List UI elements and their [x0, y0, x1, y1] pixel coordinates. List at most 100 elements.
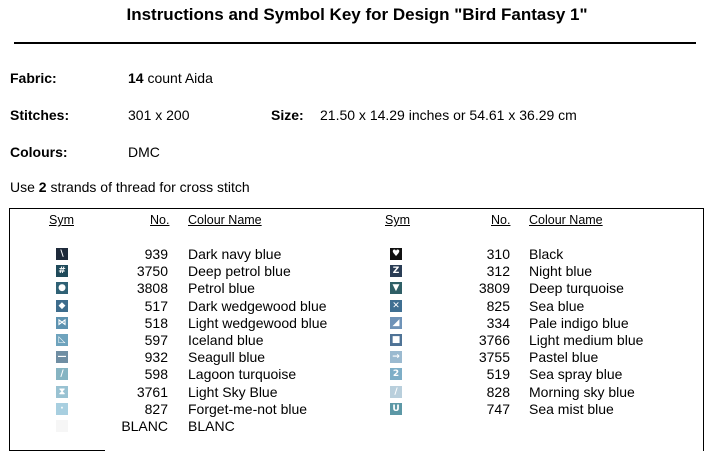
- fabric-type: count Aida: [147, 70, 213, 86]
- colour-number: 517: [144, 297, 168, 314]
- header-colour-name-left: Colour Name: [188, 213, 262, 227]
- page-title: Instructions and Symbol Key for Design "…: [126, 5, 588, 24]
- dot-icon: ·: [56, 402, 68, 415]
- key-row: → 3755 Pastel blue: [10, 349, 700, 366]
- colour-number: 519: [486, 366, 510, 383]
- hash-icon: #: [56, 265, 68, 278]
- fabric-value: 14 count Aida: [128, 70, 213, 86]
- colour-name: Sea spray blue: [529, 366, 623, 383]
- diamond-icon: ◆: [56, 299, 68, 312]
- size-value: 21.50 x 14.29 inches or 54.61 x 36.29 cm: [320, 107, 577, 123]
- digit-two-icon: 2: [390, 368, 402, 381]
- key-row: \ 939 Dark navy blue: [10, 246, 700, 263]
- forward-slash-icon: /: [390, 385, 402, 398]
- blank-icon: [56, 420, 68, 432]
- circle-icon: ●: [56, 282, 68, 295]
- arrow-right-icon: →: [390, 351, 402, 364]
- header-no-right: No.: [491, 213, 511, 227]
- triangle-down-icon: ▼: [390, 282, 402, 295]
- cross-icon: ✕: [390, 299, 402, 312]
- colour-name: Sea blue: [529, 297, 585, 314]
- colour-name: Dark wedgewood blue: [188, 297, 327, 314]
- key-row: 2 519 Sea spray blue: [10, 366, 700, 383]
- heart-icon: ♥: [390, 248, 402, 260]
- dash-icon: —: [56, 351, 68, 364]
- header-sym-left: Sym: [49, 213, 74, 227]
- letter-u-icon: U: [390, 402, 402, 415]
- bowtie-icon: ⋈: [56, 316, 68, 329]
- stitches-label: Stitches:: [10, 107, 70, 123]
- key-row: ■ 3766 Light medium blue: [10, 332, 700, 349]
- note-strands: 2: [38, 179, 47, 195]
- colour-name: Night blue: [529, 263, 593, 280]
- colour-name: Pastel blue: [529, 349, 599, 366]
- key-row: ♥ 310 Black: [10, 246, 700, 263]
- colour-number: 939: [144, 246, 168, 262]
- colour-number: 827: [144, 400, 168, 417]
- colour-name: Pale indigo blue: [529, 314, 629, 331]
- colour-number: 3809: [478, 280, 510, 297]
- key-row: · 827 Forget-me-not blue: [10, 401, 700, 418]
- header-no-left: No.: [150, 213, 170, 227]
- colour-number: 518: [144, 314, 168, 331]
- slash-icon: ∕: [56, 368, 68, 381]
- key-row: ✕ 825 Sea blue: [10, 298, 700, 315]
- colour-number: 310: [486, 246, 510, 262]
- colour-name: Black: [529, 246, 564, 262]
- key-row: ◺ 597 Iceland blue: [10, 332, 700, 349]
- colour-name: Sea mist blue: [529, 400, 614, 417]
- colour-name: BLANC: [188, 418, 235, 434]
- colour-number: 3766: [478, 332, 510, 348]
- key-row: ▼ 3809 Deep turquoise: [10, 280, 700, 297]
- colour-name: Forget-me-not blue: [188, 400, 308, 417]
- colour-number: 3761: [136, 383, 168, 400]
- colour-number: BLANC: [121, 418, 168, 434]
- colour-name: Dark navy blue: [188, 246, 282, 262]
- fabric-count: 14: [128, 70, 144, 86]
- colour-name: Morning sky blue: [529, 383, 635, 400]
- key-row: ⧗ 3761 Light Sky Blue: [10, 384, 700, 401]
- key-row: ◢ 334 Pale indigo blue: [10, 315, 700, 332]
- colour-number: 828: [486, 383, 510, 400]
- colour-number: 312: [486, 263, 510, 280]
- key-row: ∕ 598 Lagoon turquoise: [10, 366, 700, 383]
- colour-number: 3750: [136, 263, 168, 280]
- colour-name: Petrol blue: [188, 280, 255, 297]
- header-sym-right: Sym: [385, 213, 410, 227]
- colour-number: 334: [486, 314, 510, 331]
- colour-number: 932: [144, 349, 168, 366]
- table-bottom-rule: [9, 450, 105, 451]
- colour-number: 3808: [136, 280, 168, 297]
- colours-value: DMC: [128, 144, 160, 160]
- key-row: ◆ 517 Dark wedgewood blue: [10, 298, 700, 315]
- header-colour-name-right: Colour Name: [529, 213, 603, 227]
- colour-name: Light wedgewood blue: [188, 314, 328, 331]
- triangle-icon: ◢: [390, 316, 402, 329]
- strands-note: Use 2 strands of thread for cross stitch: [10, 179, 250, 195]
- colour-number: 747: [486, 400, 510, 417]
- hourglass-icon: ⧗: [56, 385, 68, 398]
- note-prefix: Use: [10, 179, 35, 195]
- size-label: Size:: [271, 107, 304, 123]
- note-suffix: strands of thread for cross stitch: [50, 179, 250, 195]
- key-row: BLANC BLANC: [10, 418, 700, 435]
- colour-number: 598: [144, 366, 168, 383]
- title-divider: [14, 42, 696, 44]
- key-row: ● 3808 Petrol blue: [10, 280, 700, 297]
- colour-name: Deep turquoise: [529, 280, 624, 297]
- colours-label: Colours:: [10, 144, 68, 160]
- backslash-icon: \: [56, 248, 68, 260]
- key-row: — 932 Seagull blue: [10, 349, 700, 366]
- colour-name: Lagoon turquoise: [188, 366, 297, 383]
- colour-name: Iceland blue: [188, 332, 264, 348]
- stitches-value: 301 x 200: [128, 107, 190, 123]
- key-row: #3750 Deep petrol blue: [10, 263, 700, 280]
- key-row: Z 312 Night blue: [10, 263, 700, 280]
- square-icon: ■: [390, 334, 402, 346]
- key-row: U 747 Sea mist blue: [10, 401, 700, 418]
- colour-name: Light Sky Blue: [188, 383, 278, 400]
- letter-z-icon: Z: [390, 265, 402, 278]
- colour-number: 825: [486, 297, 510, 314]
- symbol-key-table: Sym No. Colour Name Sym No. Colour Name …: [9, 208, 704, 451]
